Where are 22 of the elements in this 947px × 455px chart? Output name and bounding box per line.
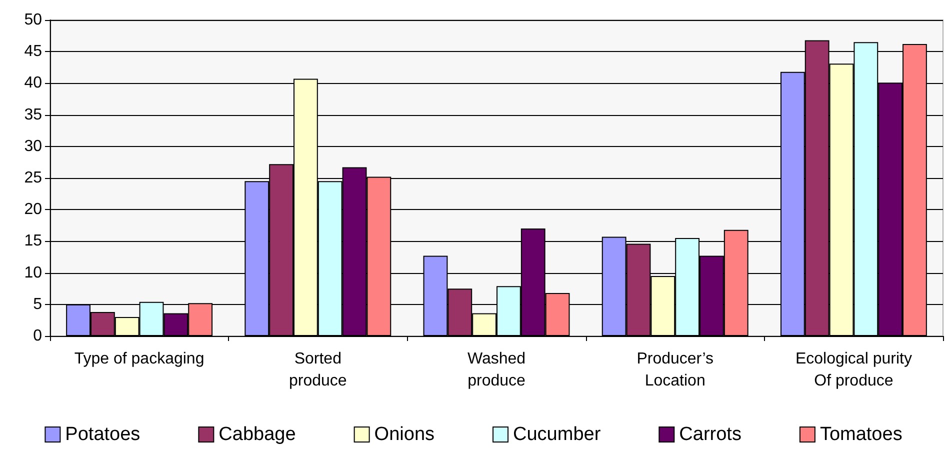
legend-label: Cucumber — [513, 424, 602, 445]
x-tick-label: Type of packaging — [74, 350, 204, 368]
y-tick-label: 50 — [24, 12, 42, 28]
legend-label: Tomatoes — [820, 424, 902, 445]
y-tick-label: 30 — [24, 138, 42, 155]
x-tick-label: Ecological purity Of produce — [795, 350, 912, 390]
x-tick-label: Producer’s Location — [636, 350, 714, 390]
y-tick-label: 10 — [24, 264, 42, 282]
legend-label: Onions — [374, 424, 435, 445]
y-tick-label: 20 — [24, 201, 42, 218]
y-tick-label: 5 — [33, 296, 42, 313]
x-tick-label: Sorted produce — [288, 350, 347, 390]
x-tick-label: Washed produce — [467, 350, 526, 390]
y-tick-label: 45 — [24, 43, 42, 60]
legend-label: Potatoes — [65, 424, 140, 445]
y-tick-label: 40 — [24, 74, 42, 92]
legend-label: Cabbage — [218, 424, 296, 445]
y-tick-label: 35 — [24, 106, 42, 124]
y-tick-label: 15 — [24, 232, 42, 250]
y-tick-label: 25 — [24, 170, 42, 186]
y-tick-label: 0 — [33, 328, 42, 344]
legend-label: Carrots — [679, 424, 742, 445]
